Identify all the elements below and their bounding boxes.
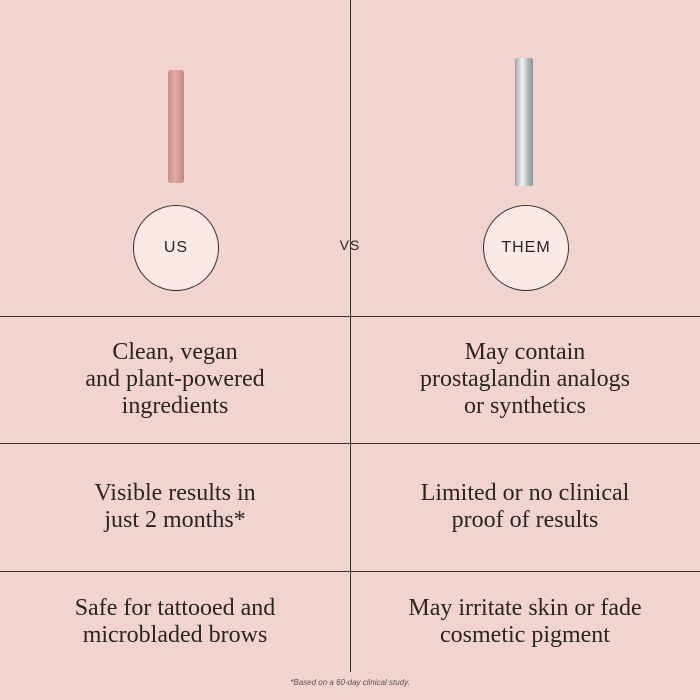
cell-text-line: cosmetic pigment: [440, 621, 610, 648]
cell-text-line: or synthetics: [464, 393, 586, 419]
cell-text-line: and plant-powered: [85, 366, 265, 392]
cell-text-line: proof of results: [451, 507, 599, 533]
cell-text-line: Clean, vegan: [112, 339, 238, 365]
them-cell: Limited or no clinical proof of results: [350, 443, 700, 571]
cell-text-line: prostaglandin analogs: [420, 366, 630, 392]
product-tube: [168, 70, 184, 183]
vs-label: VS: [339, 237, 361, 253]
footnote: *Based on a 60-day clinical study.: [290, 678, 410, 687]
cell-text-line: Limited or no clinical: [420, 480, 630, 506]
divider-horizontal: [0, 571, 700, 572]
us-cell: Clean, vegan and plant-powered ingredients: [0, 316, 350, 443]
them-cell: May irritate skin or fade cosmetic pigmen…: [350, 571, 700, 672]
cell-text-line: Visible results in: [94, 480, 256, 506]
cell-text-line: Safe for tattooed and: [74, 594, 276, 621]
them-badge: THEM: [483, 205, 569, 291]
divider-horizontal: [0, 443, 700, 444]
us-cell: Visible results in just 2 months*: [0, 443, 350, 571]
divider-horizontal: [0, 316, 700, 317]
divider-vertical: [350, 0, 351, 672]
us-cell: Safe for tattooed and microbladed brows: [0, 571, 350, 672]
competitor-tube: [515, 58, 533, 186]
cell-text-line: microbladed brows: [82, 621, 268, 648]
cell-text-line: May contain: [464, 339, 586, 365]
us-badge: US: [133, 205, 219, 291]
cell-text-line: just 2 months*: [104, 507, 246, 533]
cell-text-line: May irritate skin or fade: [408, 594, 642, 621]
cell-text-line: ingredients: [121, 393, 229, 419]
them-cell: May contain prostaglandin analogs or synth…: [350, 316, 700, 443]
